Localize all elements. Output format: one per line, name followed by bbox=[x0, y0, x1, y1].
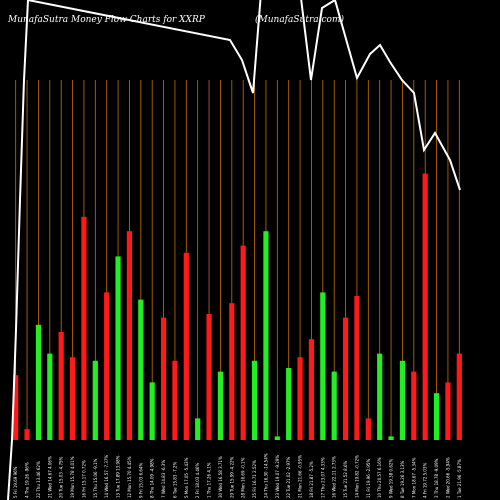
bar bbox=[160, 317, 167, 440]
price-line-group bbox=[7, 0, 461, 500]
bar bbox=[69, 357, 76, 440]
bar bbox=[172, 360, 178, 440]
bar bbox=[399, 360, 406, 440]
x-tick-label: 12 Mon 15.70 4.45% bbox=[127, 456, 132, 498]
x-tick-label: 6 Tue 15.83 -7.2% bbox=[172, 462, 177, 498]
bar bbox=[251, 360, 258, 440]
x-tick-label: 23 Wed 19.07 -9.29% bbox=[275, 455, 280, 498]
bar bbox=[183, 252, 189, 440]
price-line bbox=[7, 0, 461, 500]
bar bbox=[92, 360, 98, 440]
x-tick-label: 17 Thu 23.07 4.33% bbox=[320, 457, 325, 498]
x-tick-label: 4 Thu 19.26 -96% bbox=[25, 462, 30, 498]
x-tick-label: 8 Thu 14.09 -4.98% bbox=[150, 458, 155, 498]
x-tick-label: 28 Mon 16.69 -0.1% bbox=[241, 457, 246, 498]
x-tick-label: 16 Wed 22.11 2.73% bbox=[332, 456, 337, 498]
x-tick-label: 10 Thu 20.57 6.16% bbox=[377, 457, 382, 498]
x-tick-label: 21 Wed 14.67 4.06% bbox=[47, 456, 52, 498]
x-tick-label: 14 Mon 19.82 -0.72% bbox=[354, 455, 359, 498]
bar bbox=[217, 371, 224, 440]
x-tick-label: 25 Fri 16.71 2.52% bbox=[252, 460, 257, 498]
x-tick-label: 11 Fri 19.96 -2.95% bbox=[366, 459, 371, 498]
bar bbox=[433, 393, 440, 440]
bar bbox=[331, 371, 337, 440]
bar bbox=[320, 292, 326, 440]
x-tick-label: 7 Wed 14.83 -6.3% bbox=[161, 460, 166, 498]
x-tick-label: 16 Fri 15.17 0.72% bbox=[81, 460, 86, 498]
x-tick-label: 1 Tue 21.96 -5.87% bbox=[457, 459, 462, 498]
x-tick-label: 22 Tue 21.02 -2.97% bbox=[286, 456, 291, 498]
bar bbox=[149, 382, 155, 440]
bar bbox=[126, 231, 133, 440]
bar bbox=[47, 353, 53, 440]
bar bbox=[354, 296, 360, 440]
bar bbox=[24, 429, 30, 440]
bar bbox=[104, 292, 110, 440]
x-tick-label: 29 Tue 15.99 -4.22% bbox=[229, 456, 234, 498]
x-tick-label: 3 Thu 18.78 -9.09% bbox=[434, 458, 439, 498]
bar bbox=[365, 418, 371, 440]
bar bbox=[388, 436, 394, 440]
x-tick-label: 9 Fri 15.03 6.64% bbox=[138, 463, 143, 498]
x-tick-label: 21 Mon 21.66 -0.95% bbox=[298, 455, 303, 498]
bar bbox=[445, 382, 451, 440]
x-tick-label: 4 Fri 19.72 5.03% bbox=[423, 463, 428, 498]
bar bbox=[195, 418, 201, 440]
x-tick-label: 8 Tue 19.26 3.13% bbox=[400, 460, 405, 498]
bar bbox=[308, 339, 315, 440]
bar bbox=[240, 245, 246, 440]
x-tick-label: 20 Tue 15.03 -4.75% bbox=[59, 456, 64, 498]
bar bbox=[297, 357, 303, 440]
x-tick-label: 22 Thu 13.46 62% bbox=[36, 461, 41, 498]
x-tick-label: 5 Mon 17.05 -5.43% bbox=[184, 457, 189, 498]
x-tick-label: 15 Tue 21.52 8.6% bbox=[343, 460, 348, 498]
x-tick-label: 7 Mon 18.67 -5.34% bbox=[411, 457, 416, 498]
x-tick-label: 18 Fri 21.87 -5.2% bbox=[309, 461, 314, 498]
x-tick-labels: 5 Fri 19.69 96% 4 Thu 19.26 -96% 22 Thu 13… bbox=[13, 453, 462, 498]
x-tick-label: 9 Wed 19.38 0.62% bbox=[389, 459, 394, 498]
bar bbox=[456, 353, 462, 440]
bar bbox=[58, 332, 64, 440]
bars-group bbox=[13, 173, 462, 440]
bar bbox=[13, 375, 19, 440]
x-tick-label: 1 Thu 17.26 4.1% bbox=[207, 462, 212, 498]
x-tick-label: 2 Wed 20.66 -5.94% bbox=[445, 457, 450, 498]
x-tick-label: 13 Tue 17.89 13.98% bbox=[116, 455, 121, 498]
x-tick-label: 2 Fri 18.03 4.46% bbox=[195, 463, 200, 498]
bar bbox=[35, 324, 42, 440]
x-tick-label: 24 Thu 16.30 -14.54% bbox=[263, 453, 268, 498]
bar bbox=[274, 436, 280, 440]
bar bbox=[229, 303, 235, 440]
chart-title: MunafaSutra Money Flow Charts for XXRP bbox=[7, 15, 206, 25]
x-tick-label: 19 Mon 15.78 4.01% bbox=[70, 456, 75, 498]
bar bbox=[115, 256, 121, 440]
bar bbox=[342, 317, 349, 440]
bar bbox=[411, 371, 417, 440]
bar bbox=[138, 299, 144, 440]
bar bbox=[286, 368, 292, 440]
x-tick-label: 14 Wed 16.57 -7.37% bbox=[104, 455, 109, 498]
bar bbox=[377, 353, 383, 440]
x-tick-label: 15 Thu 15.06 -9.1% bbox=[93, 458, 98, 498]
bar bbox=[206, 314, 212, 440]
bar bbox=[422, 173, 428, 440]
bar bbox=[263, 231, 269, 440]
x-tick-label: 30 Wed 16.58 3.71% bbox=[218, 456, 223, 498]
watermark: (MunafaSutra.com) bbox=[255, 14, 344, 25]
bar bbox=[81, 216, 87, 440]
x-tick-label: 5 Fri 19.69 96% bbox=[13, 466, 18, 498]
